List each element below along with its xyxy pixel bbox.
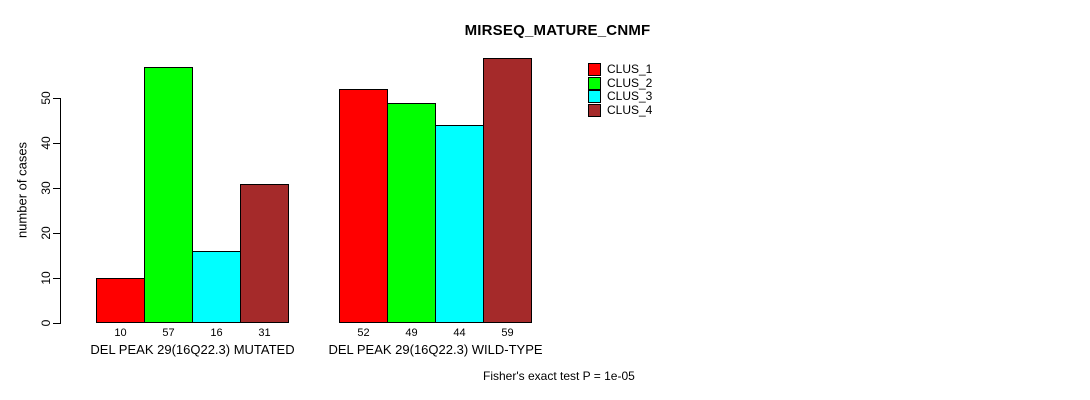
bar-clus_4 — [483, 57, 532, 323]
y-tick — [53, 323, 60, 324]
legend-swatch-clus_3 — [588, 90, 601, 104]
y-tick — [53, 143, 60, 144]
bar-clus_3 — [435, 125, 484, 323]
legend-item: CLUS_2 — [588, 75, 653, 91]
fisher-test-annotation: Fisher's exact test P = 1e-05 — [483, 369, 635, 383]
legend-label: CLUS_3 — [607, 89, 653, 104]
bar-value-label: 57 — [162, 327, 175, 339]
y-tick-label: 30 — [39, 181, 53, 195]
bar-value-label: 10 — [114, 327, 127, 339]
bar-value-label: 16 — [210, 327, 223, 339]
bar-value-label: 59 — [501, 327, 514, 339]
y-tick-label: 0 — [39, 319, 53, 327]
y-tick — [53, 188, 60, 189]
group-label: DEL PEAK 29(16Q22.3) MUTATED — [90, 342, 295, 357]
legend-label: CLUS_2 — [607, 75, 653, 90]
y-tick-label: 10 — [39, 271, 53, 285]
y-tick — [53, 278, 60, 279]
bar-clus_4 — [240, 183, 289, 323]
y-axis-label: number of cases — [14, 141, 30, 239]
legend-swatch-clus_4 — [588, 103, 601, 117]
bar-clus_1 — [96, 278, 145, 323]
legend-item: CLUS_3 — [588, 90, 652, 104]
bar-value-label: 49 — [405, 327, 418, 339]
bar-clus_3 — [192, 251, 241, 323]
chart-title: MIRSEQ_MATURE_CNMF — [464, 22, 651, 39]
y-axis-line — [60, 98, 61, 324]
y-tick — [53, 233, 60, 234]
bar-clus_1 — [339, 89, 388, 323]
bar-value-label: 52 — [357, 327, 370, 339]
legend-swatch-clus_2 — [588, 76, 601, 90]
y-tick — [53, 98, 60, 99]
bar-value-label: 31 — [258, 327, 271, 339]
legend-item: CLUS_4 — [588, 102, 653, 118]
legend-swatch-clus_1 — [588, 63, 601, 77]
legend: CLUS_1 CLUS_2 CLUS_3 CLUS_4 — [588, 63, 652, 117]
legend-label: CLUS_1 — [607, 62, 653, 77]
y-tick-label: 20 — [39, 226, 53, 240]
bar-clus_2 — [144, 66, 193, 323]
legend-label: CLUS_4 — [607, 102, 653, 117]
y-tick-label: 50 — [39, 91, 53, 105]
group-label: DEL PEAK 29(16Q22.3) WILD-TYPE — [328, 342, 543, 357]
bar-clus_2 — [387, 102, 436, 323]
bar-value-label: 44 — [453, 327, 466, 339]
y-tick-label: 40 — [39, 136, 53, 150]
legend-item: CLUS_1 — [588, 63, 652, 77]
